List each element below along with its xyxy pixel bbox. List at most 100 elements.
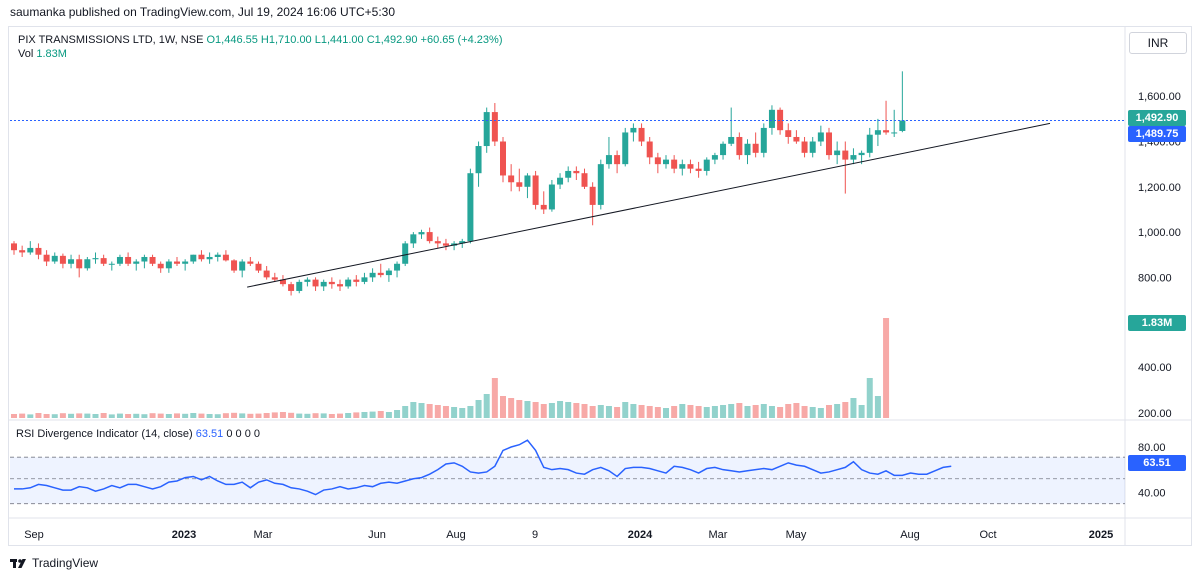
candle-body <box>850 155 857 160</box>
volume-bar <box>573 403 580 418</box>
candle-body <box>768 109 775 128</box>
candle-body <box>711 155 718 160</box>
volume-bar <box>108 414 115 418</box>
volume-bar <box>614 407 621 418</box>
chart-frame <box>8 26 1192 546</box>
candle-body <box>687 164 694 169</box>
volume-bar <box>557 401 564 418</box>
candle-body <box>809 141 816 153</box>
candle-body <box>752 143 759 153</box>
volume-bar <box>426 404 433 418</box>
volume-bar <box>638 405 645 418</box>
volume-bar <box>328 414 335 418</box>
volume-bar <box>467 406 474 418</box>
volume-tag: 1.83M <box>1128 315 1186 331</box>
candle-body <box>589 186 596 205</box>
volume-bar <box>84 413 91 418</box>
candle-body <box>467 173 474 242</box>
volume-bar <box>51 414 58 418</box>
candle-body <box>247 261 254 264</box>
price-tick-label: 1,000.00 <box>1138 227 1181 239</box>
volume-bar <box>369 411 376 418</box>
volume-bar <box>320 413 327 418</box>
rsi-band-fill <box>10 457 1125 504</box>
volume-value: 1.83M <box>36 48 67 60</box>
currency-selector[interactable]: INR <box>1129 32 1187 54</box>
candle-body <box>703 159 710 171</box>
candle-body <box>279 279 286 285</box>
candle-body <box>353 279 360 282</box>
rsi-tick-label: 40.00 <box>1138 487 1166 499</box>
rsi-indicator-name[interactable]: RSI Divergence Indicator (14, close) <box>16 428 193 440</box>
volume-bar <box>353 412 360 418</box>
candle-body <box>402 243 409 264</box>
candle-body <box>328 281 335 285</box>
rsi-tag: 63.51 <box>1128 455 1186 471</box>
candle-body <box>516 182 523 187</box>
candle-body <box>817 132 824 142</box>
volume-bar <box>19 413 26 418</box>
volume-bar <box>728 404 735 418</box>
candle-body <box>548 184 555 210</box>
volume-bar <box>858 405 865 418</box>
volume-bar <box>793 403 800 418</box>
volume-bar <box>671 406 678 418</box>
volume-label[interactable]: Vol <box>18 48 34 60</box>
volume-bar <box>809 407 816 418</box>
candle-body <box>231 260 238 271</box>
symbol-label[interactable]: PIX TRANSMISSIONS LTD, 1W, NSE <box>18 34 204 46</box>
volume-bar <box>654 407 661 418</box>
candle-body <box>899 120 906 131</box>
candle-body <box>214 254 221 257</box>
volume-bar <box>59 413 66 418</box>
rsi-line <box>14 439 952 496</box>
candle-body <box>581 173 588 187</box>
candle-body <box>866 134 873 153</box>
candle-body <box>190 254 197 262</box>
volume-bar <box>500 396 506 418</box>
time-tick-label: May <box>786 529 807 541</box>
volume-bar <box>866 378 873 418</box>
volume-tick-label: 400.00 <box>1138 362 1172 374</box>
axes: 800.001,000.001,200.001,400.001,600.0020… <box>24 91 1181 541</box>
candle-body <box>500 141 506 176</box>
candle-body <box>614 155 621 165</box>
volume-bar <box>231 412 238 418</box>
candle-body <box>793 136 800 142</box>
candle-body <box>157 263 164 269</box>
volume-bar <box>687 405 694 418</box>
time-tick-label: Oct <box>979 529 996 541</box>
tradingview-footer[interactable]: TradingView <box>10 556 98 570</box>
time-tick-label: 2023 <box>172 529 196 541</box>
time-tick-label: Aug <box>900 529 920 541</box>
candle-body <box>369 272 376 278</box>
candle-body <box>834 150 841 156</box>
volume-bar <box>801 406 808 418</box>
time-tick-label: Jun <box>368 529 386 541</box>
candle-body <box>133 261 140 264</box>
volume-bar <box>361 412 368 418</box>
candle-body <box>508 175 515 183</box>
candle-body <box>605 155 612 165</box>
candle-body <box>288 284 295 291</box>
volume-bar <box>483 394 490 418</box>
candle-body <box>736 136 743 156</box>
candle-body <box>858 152 865 156</box>
volume-bar <box>630 404 637 418</box>
candle-body <box>760 127 767 153</box>
candle-body <box>418 232 425 235</box>
volume-bar <box>385 412 392 418</box>
time-tick-label: Mar <box>709 529 728 541</box>
candle-body <box>125 256 132 264</box>
volume-bar <box>296 413 303 418</box>
candle-body <box>573 170 580 174</box>
price-tick-label: 1,200.00 <box>1138 182 1181 194</box>
candle-body <box>883 130 890 133</box>
candle-body <box>532 175 539 205</box>
time-tick-label: Sep <box>24 529 44 541</box>
volume-bar <box>100 413 107 418</box>
candle-body <box>434 241 441 244</box>
candle-body <box>663 159 669 165</box>
volume-bar <box>43 414 50 418</box>
